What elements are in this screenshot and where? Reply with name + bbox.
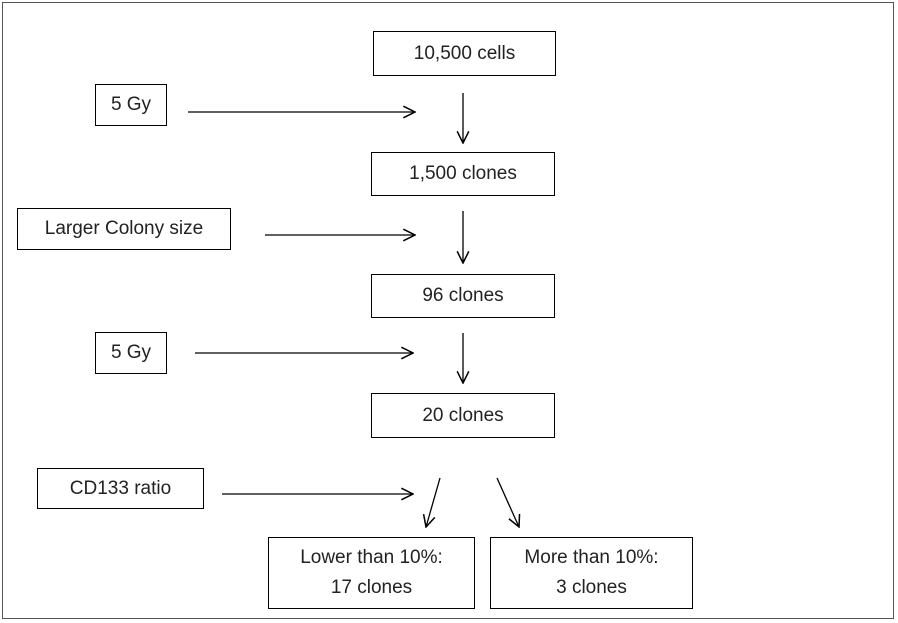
criterion-box: CD133 ratio: [37, 468, 204, 509]
outcome-box: Lower than 10%: 17 clones: [268, 537, 475, 609]
criterion-box: 5 Gy: [95, 332, 167, 374]
outcome-line: 3 clones: [556, 577, 627, 598]
step-label: 10,500 cells: [413, 42, 516, 64]
criterion-label: 5 Gy: [110, 94, 152, 115]
step-box: 10,500 cells: [373, 31, 556, 76]
step-box: 96 clones: [371, 274, 555, 318]
step-box: 20 clones: [371, 393, 555, 438]
step-label: 20 clones: [422, 404, 504, 426]
criterion-box: 5 Gy: [95, 84, 167, 126]
criterion-label: CD133 ratio: [69, 477, 172, 499]
criterion-label: 5 Gy: [110, 342, 152, 363]
outcome-line: 17 clones: [330, 577, 413, 598]
outcome-box: More than 10%: 3 clones: [490, 537, 693, 609]
arrow: [426, 477, 441, 527]
step-label: 96 clones: [422, 285, 504, 306]
criterion-label: Larger Colony size: [44, 218, 204, 239]
arrow: [496, 477, 519, 527]
step-box: 1,500 clones: [371, 152, 555, 196]
criterion-box: Larger Colony size: [17, 208, 231, 250]
outcome-line: Lower than 10%:: [300, 547, 443, 568]
outcome-line: More than 10%:: [524, 547, 659, 568]
step-label: 1,500 clones: [409, 163, 517, 184]
